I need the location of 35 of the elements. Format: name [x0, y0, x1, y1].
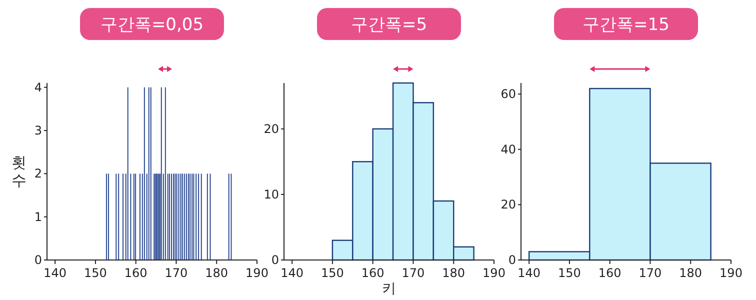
x-tick-label: 170 [638, 266, 662, 280]
y-tick-label: 2 [34, 166, 42, 181]
y-tick-label: 0 [508, 253, 516, 267]
x-tick-label: 140 [518, 266, 541, 280]
x-tick-label: 180 [205, 266, 228, 280]
y-tick-label: 20 [500, 198, 516, 212]
x-tick-label: 170 [164, 266, 188, 280]
chart-title: 구간폭=0,05 [100, 15, 204, 35]
x-tick-label: 190 [246, 266, 268, 280]
x-tick-label: 160 [361, 266, 384, 280]
x-axis-title: 키 [382, 281, 396, 297]
x-tick-label: 150 [558, 266, 581, 280]
y-tick-label: 1 [34, 210, 42, 224]
y-tick-label: 0 [34, 253, 42, 267]
x-tick-label: 160 [598, 266, 622, 280]
chart-title: 구간폭=5 [350, 15, 428, 35]
y-tick-label: 3 [34, 123, 42, 138]
x-tick-label: 190 [482, 266, 506, 280]
y-tick-label: 40 [500, 142, 516, 156]
x-tick-label: 180 [442, 266, 466, 280]
x-tick-label: 150 [84, 266, 107, 280]
y-tick-label: 10 [264, 187, 279, 202]
x-tick-label: 140 [44, 266, 67, 280]
y-axis-title: 횟수 [12, 154, 26, 190]
y-tick-label: 0 [271, 253, 279, 267]
x-tick-label: 160 [124, 266, 148, 280]
x-tick-label: 180 [679, 266, 702, 280]
x-tick-label: 140 [280, 266, 304, 280]
chart-title: 구간폭=15 [582, 15, 670, 35]
x-tick-label: 150 [321, 266, 344, 280]
x-tick-label: 190 [720, 266, 742, 280]
y-tick-label: 20 [264, 122, 279, 136]
x-tick-label: 170 [402, 266, 425, 280]
y-tick-label: 4 [34, 80, 42, 94]
y-tick-label: 60 [500, 87, 516, 102]
